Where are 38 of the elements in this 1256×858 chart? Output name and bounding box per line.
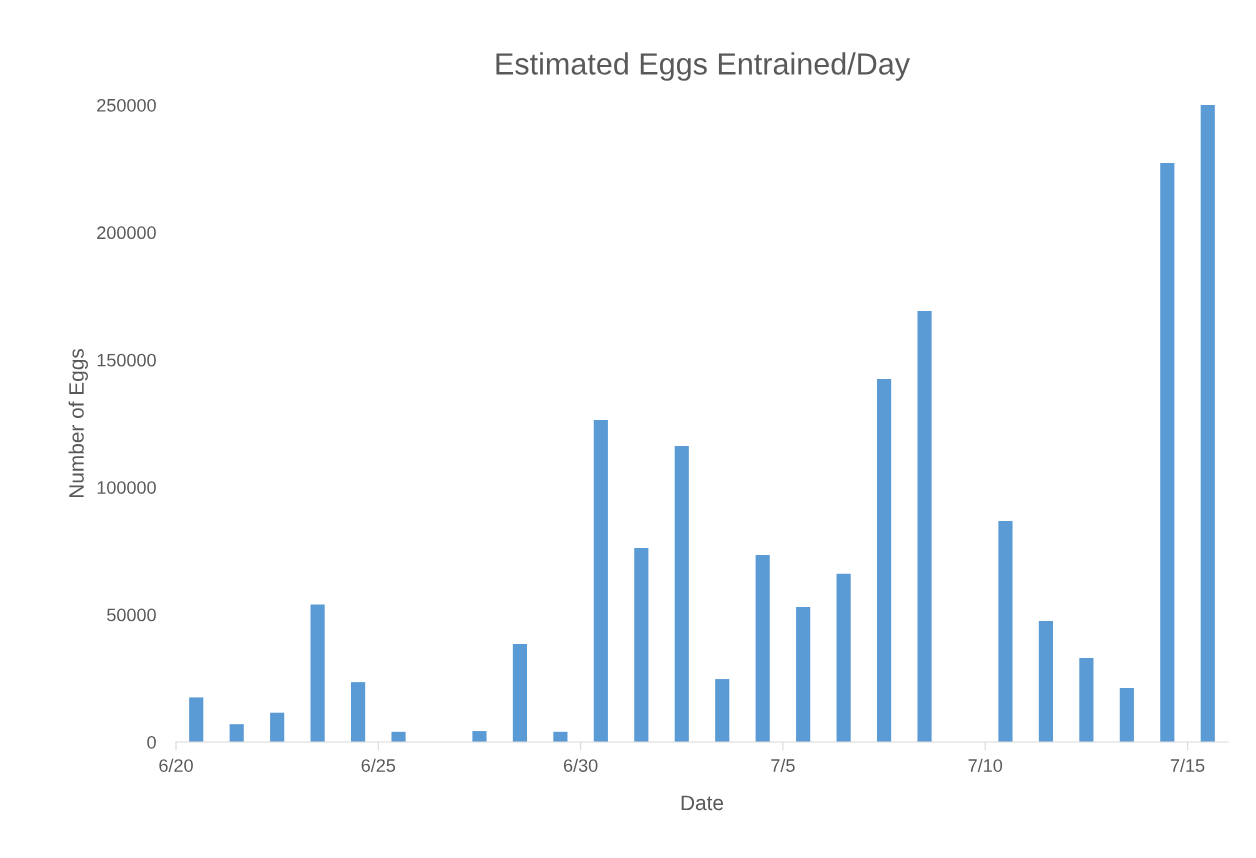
y-tick-label: 200000 xyxy=(97,226,156,240)
x-tick-label: 6/25 xyxy=(361,758,396,772)
bar xyxy=(877,378,892,742)
bar xyxy=(391,731,406,742)
bar xyxy=(472,731,487,742)
bar xyxy=(796,606,811,742)
bar xyxy=(998,521,1013,742)
bar xyxy=(1038,620,1053,742)
y-tick-label: 0 xyxy=(147,735,156,749)
bar xyxy=(715,679,730,742)
x-tick-label: 6/30 xyxy=(563,758,598,772)
bar xyxy=(1200,105,1215,742)
x-tick-label: 7/10 xyxy=(968,758,1003,772)
bar xyxy=(755,554,770,742)
bar xyxy=(310,604,325,742)
bar xyxy=(189,697,204,742)
bar xyxy=(1119,687,1134,742)
bar xyxy=(836,573,851,742)
bar xyxy=(1160,163,1175,742)
x-tick-label: 7/5 xyxy=(771,758,795,772)
x-tick-label: 7/15 xyxy=(1170,758,1205,772)
y-tick-label: 150000 xyxy=(97,353,156,367)
chart-title: Estimated Eggs Entrained/Day xyxy=(496,52,911,81)
bar xyxy=(270,712,285,742)
bar xyxy=(917,310,932,742)
y-tick-label: 250000 xyxy=(97,98,156,112)
y-tick-label: 100000 xyxy=(97,481,156,494)
bar xyxy=(229,724,244,742)
bar xyxy=(674,445,689,742)
x-axis-title: Date xyxy=(681,795,724,811)
bar xyxy=(1079,657,1094,742)
y-axis-title: Number of Eggs xyxy=(68,348,88,498)
bar xyxy=(634,548,649,742)
bar xyxy=(512,643,527,742)
x-tick-label: 6/20 xyxy=(159,758,193,772)
bar xyxy=(351,682,366,742)
bar xyxy=(593,419,608,742)
y-tick-label: 50000 xyxy=(107,608,156,622)
